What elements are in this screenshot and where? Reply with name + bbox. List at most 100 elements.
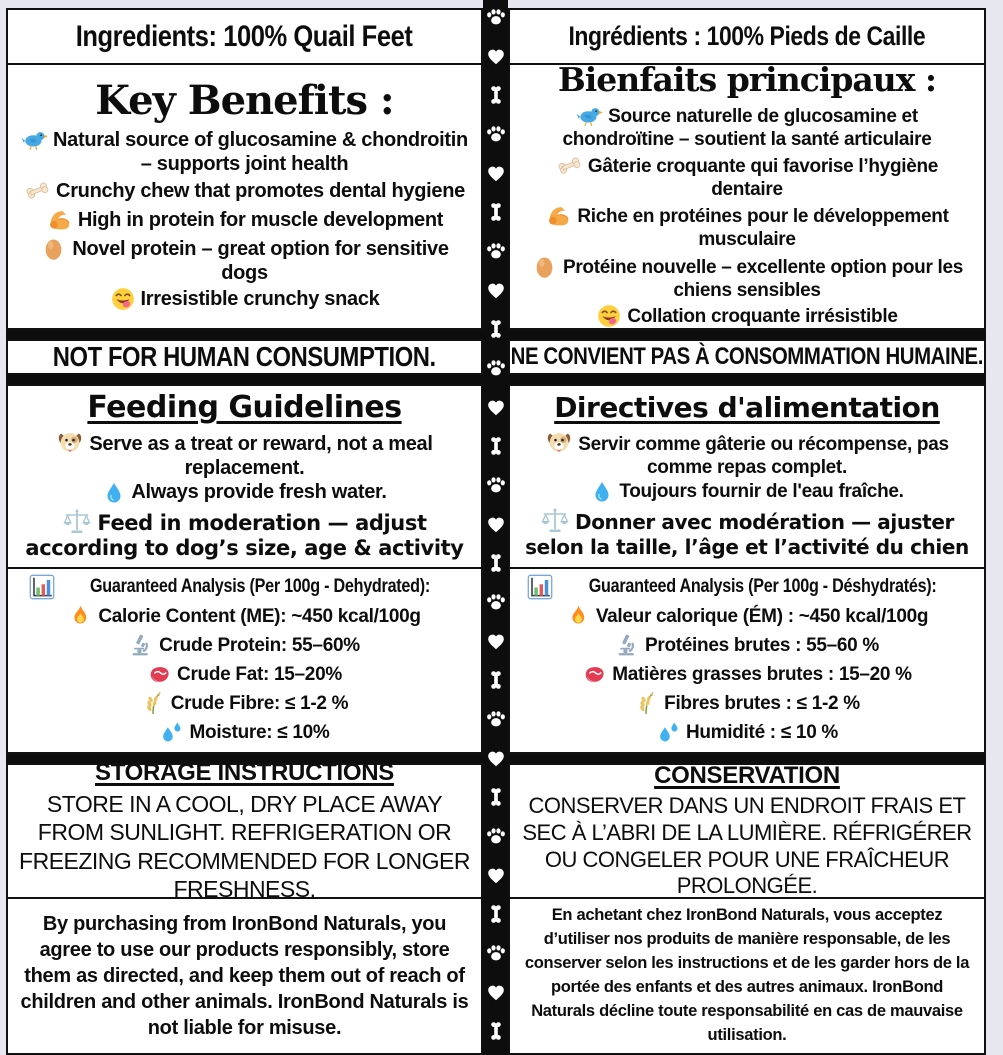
feeding-item: Toujours fournir de l'eau fraîche.	[590, 480, 904, 504]
storage-body-fr: CONSERVER DANS UN ENDROIT FRAIS ET SEC À…	[522, 792, 972, 899]
droplet-icon	[102, 481, 126, 505]
wheat-icon	[634, 691, 659, 716]
feeding-item: Donner avec modération — ajuster selon l…	[518, 506, 976, 559]
benefit-item: Gâterie croquante qui favorise l’hygiène…	[518, 152, 976, 200]
thick-divider-bar	[508, 375, 986, 384]
pad-icon	[485, 279, 507, 301]
analysis-item: Crude Protein: 55–60%	[129, 633, 360, 658]
bar-chart-icon	[29, 574, 55, 600]
benefit-item: Collation croquante irrésistible	[596, 303, 898, 329]
benefit-item: Riche en protéines pour le développement…	[518, 202, 976, 250]
benefit-item: High in protein for muscle development	[46, 206, 443, 233]
bone-icon	[485, 84, 507, 106]
center-divider	[483, 0, 508, 1055]
paw-icon	[485, 474, 507, 496]
paw-icon	[485, 240, 507, 262]
feeding-section-en: Feeding Guidelines Serve as a treat or r…	[6, 384, 483, 569]
bird-icon	[21, 126, 48, 153]
storage-section-fr: CONSERVATION CONSERVER DANS UN ENDROIT F…	[508, 763, 986, 899]
bone-icon	[485, 201, 507, 223]
droplet-icon	[590, 480, 614, 504]
disclaimer-text-fr: En achetant chez IronBond Naturals, vous…	[524, 906, 970, 1044]
bone-icon	[485, 318, 507, 340]
paw-icon	[485, 591, 507, 613]
yum-face-icon	[110, 286, 136, 312]
microscope-icon	[129, 633, 154, 658]
muscle-icon	[46, 206, 73, 233]
thick-divider-bar	[6, 754, 483, 763]
feeding-item: Feed in moderation — adjust according to…	[16, 507, 473, 561]
paw-icon	[485, 123, 507, 145]
storage-title-en: STORAGE INSTRUCTIONS	[95, 763, 394, 787]
pad-icon	[485, 981, 507, 1003]
pad-icon	[485, 864, 507, 886]
benefit-item: Source naturelle de glucosamine et chond…	[518, 102, 976, 150]
warning-text-fr: NE CONVIENT PAS À CONSOMMATION HUMAINE.	[510, 343, 984, 370]
wheat-icon	[141, 691, 166, 716]
disclaimer-section-fr: En achetant chez IronBond Naturals, vous…	[508, 897, 986, 1055]
storage-body-en: STORE IN A COOL, DRY PLACE AWAY FROM SUN…	[19, 791, 470, 899]
thick-divider-bar	[508, 754, 986, 763]
key-benefits-section-fr: Bienfaits principaux : Source naturelle …	[508, 63, 986, 330]
thick-divider-bar	[6, 330, 483, 339]
yum-face-icon	[596, 303, 622, 329]
disclaimer-text-en: By purchasing from IronBond Naturals, yo…	[20, 913, 469, 1039]
analysis-item: Calorie Content (ME): ~450 kcal/100g	[68, 604, 421, 629]
dog-face-icon	[545, 429, 573, 457]
fire-icon	[566, 604, 591, 629]
storage-title-fr: CONSERVATION	[654, 763, 840, 789]
bone-icon	[485, 669, 507, 691]
droplets-icon	[159, 720, 184, 745]
ingredients-title-en: Ingredients: 100% Quail Feet	[76, 19, 413, 53]
disclaimer-section-en: By purchasing from IronBond Naturals, yo…	[6, 897, 483, 1055]
bone-icon	[485, 786, 507, 808]
analysis-item: Moisture: ≤ 10%	[159, 720, 330, 745]
feeding-item: Always provide fresh water.	[102, 481, 387, 505]
egg-icon	[531, 253, 558, 280]
pad-icon	[485, 513, 507, 535]
bone-icon	[556, 152, 583, 179]
thick-divider-bar	[6, 375, 483, 384]
analysis-section-fr: Guaranteed Analysis (Per 100g - Déshydra…	[508, 567, 986, 754]
pad-icon	[485, 396, 507, 418]
ingredients-header-en: Ingredients: 100% Quail Feet	[6, 8, 483, 65]
feeding-title-en: Feeding Guidelines	[87, 390, 402, 426]
paw-icon	[485, 708, 507, 730]
feeding-item: Servir comme gâterie ou récompense, pas …	[518, 429, 976, 478]
pad-icon	[485, 630, 507, 652]
key-benefits-section-en: Key Benefits : Natural source of glucosa…	[6, 63, 483, 330]
paw-icon	[485, 942, 507, 964]
analysis-title-en: Guaranteed Analysis (Per 100g - Dehydrat…	[29, 574, 460, 600]
analysis-item: Matières grasses brutes : 15–20 %	[582, 662, 912, 687]
paw-icon	[485, 357, 507, 379]
bone-icon	[24, 177, 51, 204]
analysis-item: Fibres brutes : ≤ 1-2 %	[634, 691, 860, 716]
bar-chart-icon	[527, 574, 553, 600]
scale-icon	[62, 507, 92, 537]
ingredients-header-fr: Ingrédients : 100% Pieds de Caille	[508, 8, 986, 65]
analysis-item: Humidité : ≤ 10 %	[656, 720, 838, 745]
warning-text-en: NOT FOR HUMAN CONSUMPTION.	[53, 341, 436, 372]
ingredients-title-fr: Ingrédients : 100% Pieds de Caille	[568, 21, 926, 52]
storage-section-en: STORAGE INSTRUCTIONS STORE IN A COOL, DR…	[6, 763, 483, 899]
feeding-section-fr: Directives d'alimentation Servir comme g…	[508, 384, 986, 569]
feeding-item: Serve as a treat or reward, not a meal r…	[16, 429, 473, 479]
analysis-item: Crude Fat: 15–20%	[147, 662, 342, 687]
pad-icon	[485, 162, 507, 184]
steak-icon	[147, 662, 172, 687]
warning-section-fr: NE CONVIENT PAS À CONSOMMATION HUMAINE.	[508, 339, 986, 375]
egg-icon	[40, 235, 67, 262]
paw-icon	[485, 825, 507, 847]
microscope-icon	[615, 633, 640, 658]
benefit-item: Novel protein – great option for sensiti…	[16, 235, 473, 284]
benefit-item: Protéine nouvelle – excellente option po…	[518, 253, 976, 301]
benefit-item: Crunchy chew that promotes dental hygien…	[24, 177, 465, 204]
bone-icon	[485, 435, 507, 457]
analysis-item: Protéines brutes : 55–60 %	[615, 633, 879, 658]
pad-icon	[485, 45, 507, 67]
muscle-icon	[545, 202, 572, 229]
bone-icon	[485, 903, 507, 925]
dog-face-icon	[56, 429, 84, 457]
bone-icon	[485, 1020, 507, 1042]
